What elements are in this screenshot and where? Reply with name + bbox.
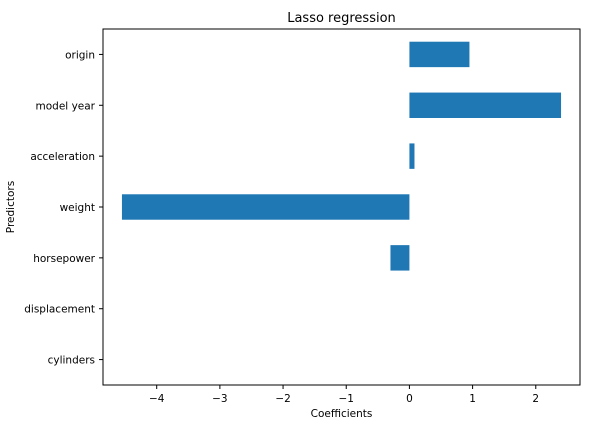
x-tick-label: 0	[406, 393, 413, 405]
x-tick-label: 2	[532, 393, 539, 405]
y-tick-label: cylinders	[48, 355, 95, 367]
y-tick-label: horsepower	[33, 253, 95, 265]
bar-weight	[122, 194, 409, 219]
x-tick-label: −3	[212, 393, 227, 405]
x-tick-label: −2	[275, 393, 290, 405]
y-axis-label: Predictors	[5, 181, 17, 233]
x-tick-label: −1	[338, 393, 353, 405]
y-tick-label: acceleration	[30, 151, 95, 163]
bar-acceleration	[409, 143, 414, 168]
x-tick-label: 1	[469, 393, 476, 405]
bars-layer	[122, 42, 561, 373]
bar-horsepower	[390, 245, 409, 270]
y-tick-label: weight	[60, 202, 95, 214]
y-tick-label: origin	[65, 49, 95, 61]
y-tick-label: displacement	[24, 304, 95, 316]
x-axis-label: Coefficients	[311, 408, 373, 420]
bar-origin	[409, 42, 469, 67]
y-tick-label: model year	[36, 100, 96, 112]
chart-title: Lasso regression	[287, 11, 396, 26]
x-tick-label: −4	[149, 393, 165, 405]
bar-model-year	[409, 93, 561, 118]
